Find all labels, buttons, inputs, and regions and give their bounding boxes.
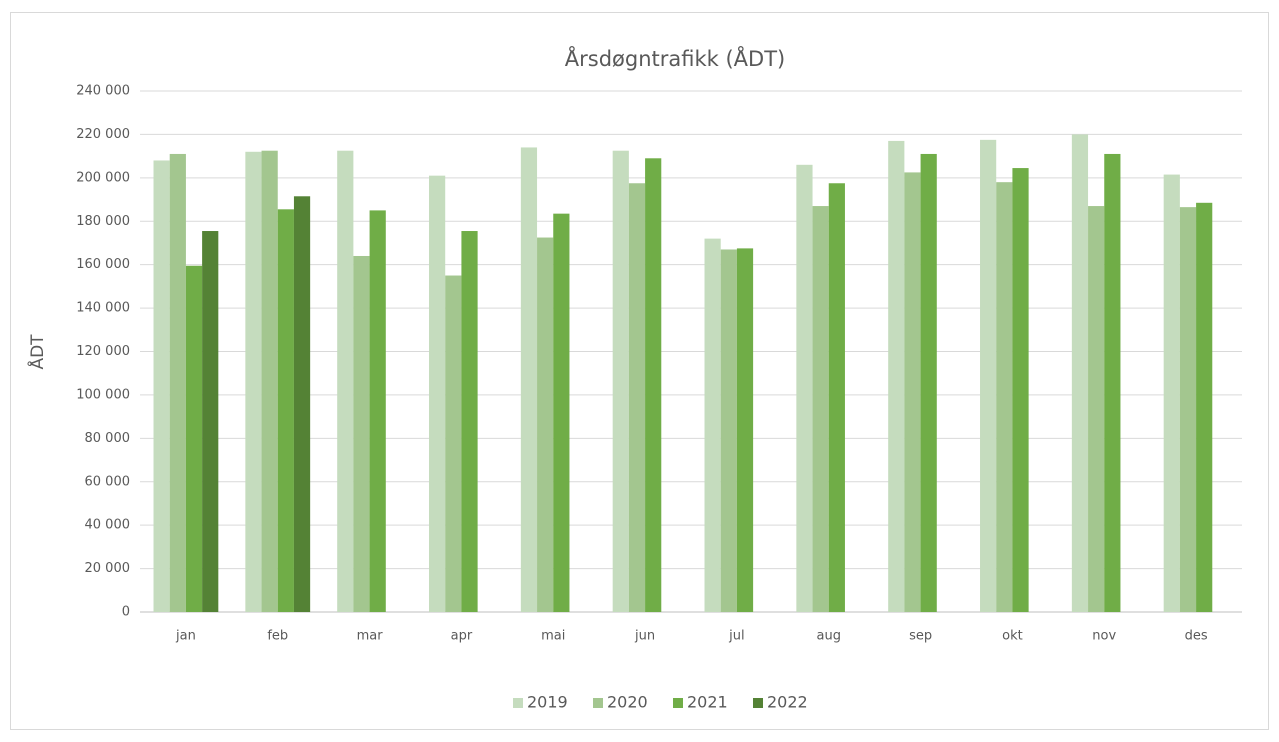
bar — [277, 209, 294, 612]
x-tick-label: nov — [1092, 629, 1116, 644]
bar — [369, 210, 386, 613]
bar — [1163, 174, 1180, 612]
chart-title: Årsdøgntrafikk (ÅDT) — [565, 45, 785, 71]
bar — [293, 196, 311, 613]
x-tick-label: jun — [634, 629, 655, 644]
bar — [996, 182, 1013, 613]
bar — [736, 248, 754, 612]
bar — [1012, 168, 1029, 613]
legend-label: 2019 — [527, 693, 568, 712]
legend-label: 2021 — [687, 693, 728, 712]
bar — [1088, 206, 1105, 612]
y-tick-label: 160 000 — [76, 257, 130, 272]
legend-swatch — [753, 698, 763, 708]
bar — [461, 231, 478, 613]
bar — [980, 139, 997, 612]
x-tick-label: mai — [541, 629, 565, 644]
bar — [612, 150, 629, 612]
y-tick-label: 80 000 — [85, 431, 131, 446]
x-tick-label: des — [1185, 629, 1208, 644]
y-tick-label: 220 000 — [76, 127, 130, 142]
bar — [445, 275, 462, 612]
legend-label: 2020 — [607, 693, 648, 712]
bar — [169, 153, 186, 612]
x-tick-label: mar — [357, 629, 384, 644]
x-tick-label: sep — [909, 629, 932, 644]
y-tick-label: 40 000 — [85, 518, 131, 533]
y-tick-label: 140 000 — [76, 301, 130, 316]
bar — [920, 153, 937, 612]
y-tick-label: 120 000 — [76, 344, 130, 359]
bar — [1104, 153, 1121, 612]
bar — [245, 151, 262, 613]
bar — [704, 238, 721, 612]
y-tick-label: 60 000 — [85, 474, 131, 489]
y-axis-label: ÅDT — [26, 334, 48, 370]
legend-swatch — [673, 698, 683, 708]
x-tick-label: okt — [1002, 629, 1023, 644]
y-tick-label: 240 000 — [76, 84, 130, 99]
bar — [261, 150, 278, 612]
bar — [520, 147, 538, 613]
y-tick-label: 200 000 — [76, 170, 130, 185]
legend-swatch — [593, 698, 603, 708]
y-tick-label: 180 000 — [76, 214, 130, 229]
legend-label: 2022 — [767, 693, 808, 712]
bar — [628, 183, 646, 612]
bar — [553, 213, 570, 612]
y-tick-label: 20 000 — [85, 561, 131, 576]
bar — [720, 249, 737, 613]
bar — [429, 175, 446, 612]
bar — [796, 164, 813, 612]
bar — [537, 237, 554, 612]
legend-swatch — [513, 698, 523, 708]
bar — [353, 255, 370, 612]
bar — [153, 160, 170, 612]
bar — [1179, 207, 1197, 612]
bar — [904, 172, 921, 612]
x-tick-label: feb — [267, 629, 288, 644]
bar — [828, 183, 845, 612]
bar — [185, 265, 203, 612]
x-tick-label: apr — [451, 629, 473, 644]
x-tick-label: jul — [728, 629, 744, 644]
bar — [1071, 134, 1089, 612]
x-tick-label: jan — [175, 629, 196, 644]
y-tick-label: 100 000 — [76, 387, 130, 402]
y-tick-label: 0 — [122, 605, 130, 620]
bar — [337, 150, 354, 612]
bar — [888, 140, 905, 612]
x-tick-label: aug — [817, 629, 841, 644]
bar — [812, 206, 829, 612]
bar — [1196, 202, 1213, 612]
bar — [645, 158, 662, 612]
bar — [202, 231, 219, 613]
